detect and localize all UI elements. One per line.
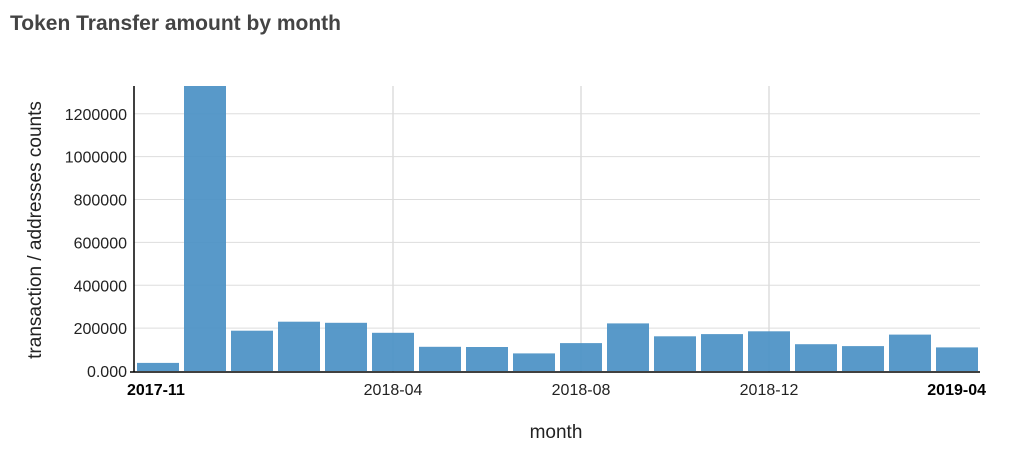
bar-2017-12 bbox=[184, 86, 226, 371]
y-tick-label: 400000 bbox=[74, 278, 127, 295]
y-tick-label: 0.000 bbox=[87, 364, 127, 381]
bar-2017-11 bbox=[137, 362, 179, 371]
bar-2018-06 bbox=[466, 347, 508, 371]
bar-2018-10 bbox=[654, 336, 696, 371]
bar-2019-04 bbox=[936, 347, 978, 371]
y-tick-labels: 0.000 200000 400000 600000 800000 1000000 1200… bbox=[65, 107, 127, 381]
bar-2018-11 bbox=[701, 334, 743, 371]
bars bbox=[137, 86, 978, 371]
bar-2018-01 bbox=[231, 330, 273, 371]
x-tick-label: 2018-12 bbox=[740, 382, 799, 399]
bar-2018-07 bbox=[513, 353, 555, 371]
y-tick-label: 800000 bbox=[74, 193, 127, 210]
bar-2018-12 bbox=[748, 331, 790, 371]
axes bbox=[130, 86, 980, 373]
x-tick-label: 2018-04 bbox=[364, 382, 423, 399]
grid-lines bbox=[134, 86, 980, 372]
bar-2019-03 bbox=[889, 334, 931, 371]
bar-2018-03 bbox=[325, 322, 367, 371]
bar-2018-05 bbox=[419, 346, 461, 371]
y-tick-label: 200000 bbox=[74, 321, 127, 338]
bar-2019-02 bbox=[842, 346, 884, 371]
y-tick-label: 1000000 bbox=[65, 150, 127, 167]
y-tick-label: 1200000 bbox=[65, 107, 127, 124]
y-tick-label: 600000 bbox=[74, 235, 127, 252]
x-axis-label: month bbox=[530, 422, 583, 443]
x-tick-label: 2017-11 bbox=[127, 382, 185, 399]
y-axis-label: transaction / addresses counts bbox=[25, 101, 46, 359]
bar-2018-08 bbox=[560, 343, 602, 371]
bar-2018-02 bbox=[278, 321, 320, 371]
chart-title: Token Transfer amount by month bbox=[10, 12, 341, 35]
bar-2019-01 bbox=[795, 344, 837, 371]
x-tick-label: 2018-08 bbox=[552, 382, 611, 399]
bar-2018-04 bbox=[372, 332, 414, 371]
x-tick-labels: 2017-11 2018-04 2018-08 2018-12 2019-04 bbox=[127, 382, 986, 399]
bar-2018-09 bbox=[607, 323, 649, 371]
x-tick-label: 2019-04 bbox=[927, 382, 986, 399]
